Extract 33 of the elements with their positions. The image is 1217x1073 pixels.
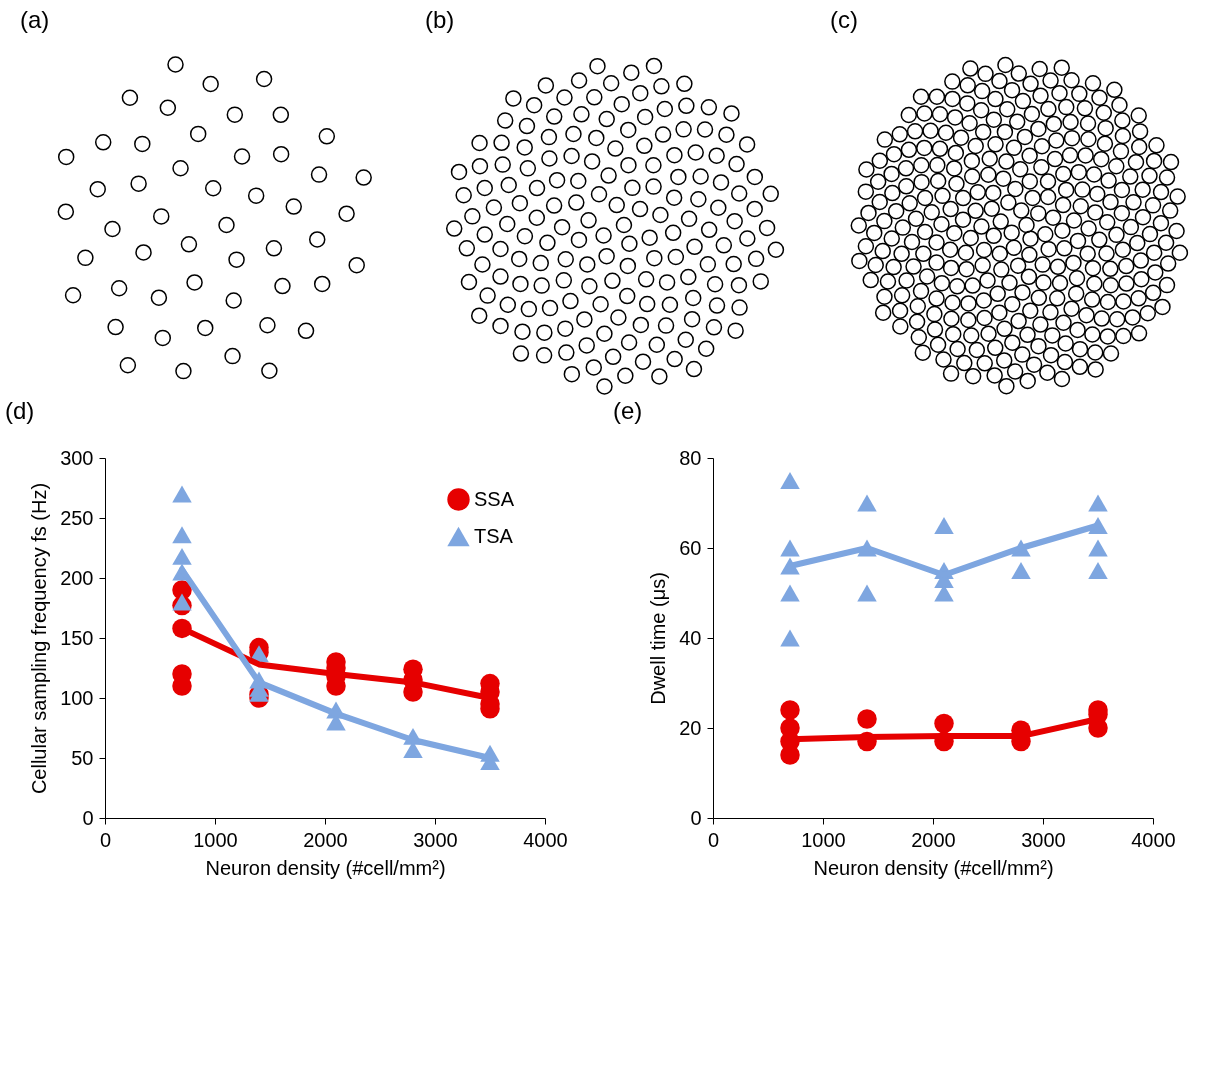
legend-label: TSA <box>474 524 514 547</box>
text: (b) <box>425 6 455 34</box>
x-tick-label: 0 <box>707 828 720 851</box>
x-tick-label: 4000 <box>1131 828 1176 851</box>
y-tick-label: 50 <box>71 746 94 769</box>
chart-title: (e) <box>613 397 643 424</box>
x-tick-label: 4000 <box>523 828 568 851</box>
x-tick-label: 1000 <box>193 828 238 851</box>
y-tick-label: 300 <box>60 446 94 469</box>
x-tick-label: 0 <box>99 828 112 851</box>
y-tick-label: 0 <box>82 806 94 829</box>
text: (a) <box>20 6 50 34</box>
y-tick-label: 150 <box>60 626 94 649</box>
x-tick-label: 3000 <box>413 828 458 851</box>
y-tick-label: 60 <box>679 536 702 559</box>
x-axis-title: Neuron density (#cell/mm²) <box>813 856 1054 879</box>
x-tick-label: 2000 <box>303 828 348 851</box>
chart-title: (d) <box>5 397 35 424</box>
y-axis-title: Cellular sampling frequency fs (Hz) <box>28 482 51 795</box>
y-tick-label: 100 <box>60 686 94 709</box>
y-axis-title: Dwell time (μs) <box>647 572 670 705</box>
x-tick-label: 3000 <box>1021 828 1066 851</box>
x-tick-label: 2000 <box>911 828 956 851</box>
legend-label: SSA <box>474 487 515 510</box>
y-tick-label: 80 <box>679 446 702 469</box>
y-tick-label: 40 <box>679 626 702 649</box>
y-tick-label: 20 <box>679 716 702 739</box>
y-tick-label: 250 <box>60 506 94 529</box>
y-tick-label: 200 <box>60 566 94 589</box>
text: (c) <box>830 6 858 34</box>
y-tick-label: 0 <box>690 806 702 829</box>
x-tick-label: 1000 <box>801 828 846 851</box>
x-axis-title: Neuron density (#cell/mm²) <box>205 856 446 879</box>
